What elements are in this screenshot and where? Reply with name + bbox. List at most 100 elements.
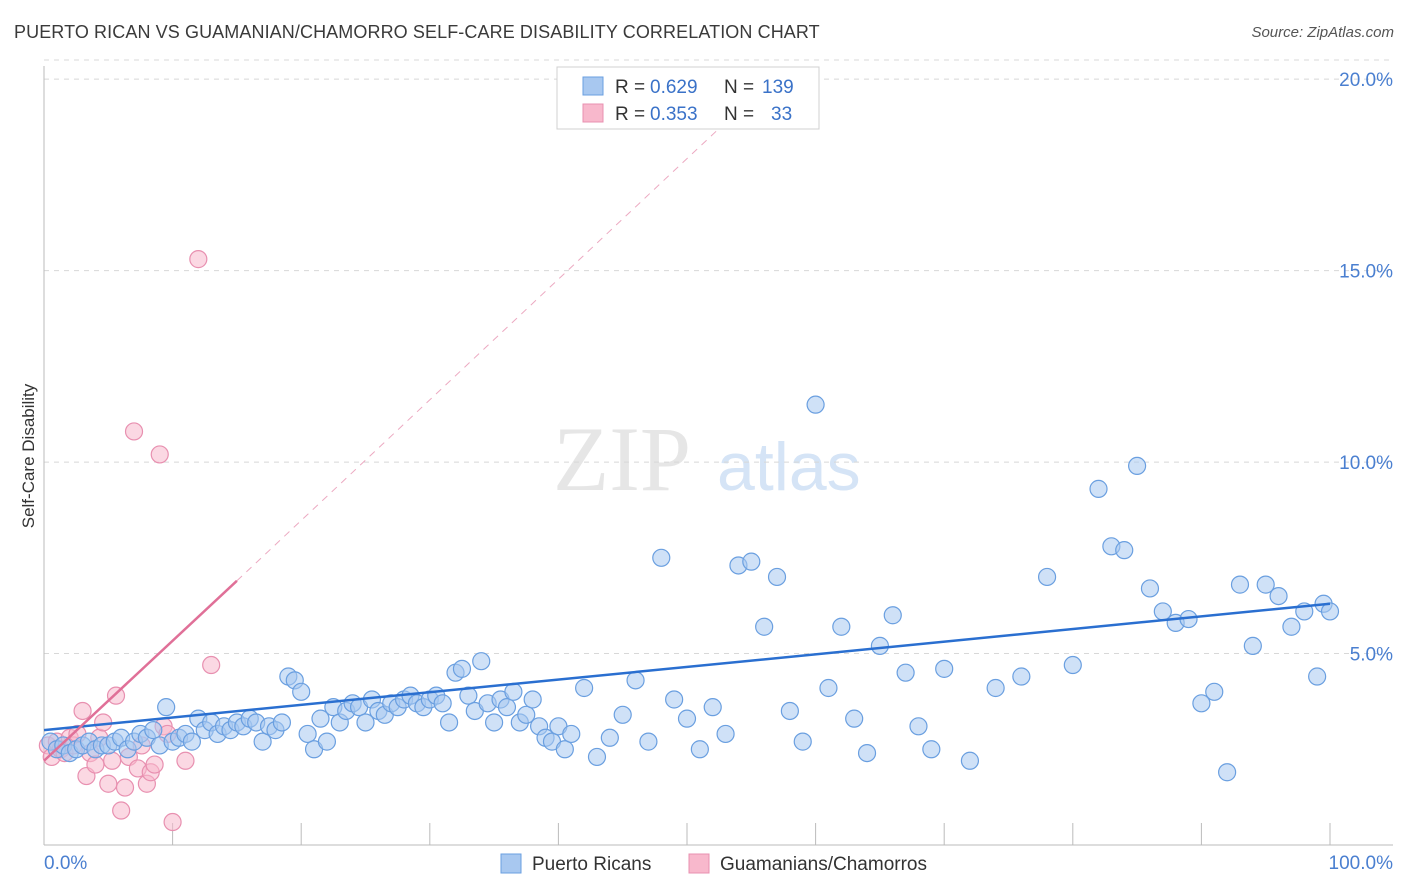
puerto-rican-points bbox=[41, 395, 1340, 782]
guamanian-point-16 bbox=[106, 686, 126, 705]
puerto-rican-point-135 bbox=[1320, 602, 1340, 621]
puerto-rican-point-64 bbox=[452, 659, 472, 678]
puerto-rican-point-39 bbox=[292, 682, 311, 701]
puerto-rican-point-81 bbox=[562, 724, 581, 744]
puerto-rican-point-118 bbox=[1115, 541, 1134, 560]
puerto-rican-point-80 bbox=[555, 740, 574, 759]
bottom-legend-guamanians: Guamanians/Chamorros bbox=[720, 854, 927, 875]
puerto-rican-point-96 bbox=[755, 617, 774, 636]
puerto-rican-point-102 bbox=[832, 617, 851, 636]
puerto-rican-point-74 bbox=[517, 705, 536, 724]
puerto-rican-point-120 bbox=[1140, 579, 1160, 598]
puerto-rican-point-18 bbox=[157, 698, 176, 717]
guamanian-point-13 bbox=[94, 713, 113, 732]
bottom-legend: Puerto Ricans Guamanians/Chamorros bbox=[500, 853, 927, 875]
puerto-rican-point-89 bbox=[665, 690, 684, 709]
puerto-rican-point-75 bbox=[523, 690, 542, 709]
puerto-rican-point-98 bbox=[780, 701, 799, 721]
puerto-rican-point-105 bbox=[870, 636, 890, 655]
puerto-rican-point-101 bbox=[819, 678, 838, 698]
guamanian-point-11 bbox=[86, 755, 105, 774]
legend-swatch-pink bbox=[582, 103, 604, 123]
puerto-rican-point-127 bbox=[1230, 575, 1250, 594]
puerto-rican-point-86 bbox=[626, 671, 645, 690]
puerto-rican-point-100 bbox=[806, 395, 825, 414]
puerto-rican-point-72 bbox=[504, 682, 523, 701]
puerto-rican-point-97 bbox=[767, 567, 787, 587]
legend-n-label-blue: N = bbox=[724, 77, 754, 98]
puerto-rican-point-133 bbox=[1308, 667, 1327, 686]
puerto-rican-point-106 bbox=[883, 606, 902, 625]
x-tick-label-max: 100.0% bbox=[1329, 853, 1394, 874]
legend-r-value-blue: 0.629 bbox=[650, 77, 698, 98]
guamanian-point-15 bbox=[103, 751, 122, 770]
puerto-rican-point-109 bbox=[922, 740, 941, 759]
legend: R = 0.629 N = 139 R = 0.353 N = 33 bbox=[556, 66, 820, 130]
guamanian-trend-line bbox=[43, 579, 238, 762]
trend-lines bbox=[43, 97, 1331, 762]
puerto-rican-point-125 bbox=[1205, 682, 1224, 701]
puerto-rican-point-84 bbox=[600, 728, 619, 747]
puerto-rican-point-36 bbox=[272, 713, 292, 732]
puerto-rican-point-40 bbox=[298, 724, 317, 744]
y-tick-label-5: 5.0% bbox=[1350, 645, 1393, 666]
puerto-rican-point-110 bbox=[935, 659, 954, 678]
legend-r-label-pink: R = bbox=[615, 104, 645, 125]
bottom-legend-swatch-blue bbox=[500, 853, 522, 874]
puerto-rican-point-90 bbox=[677, 709, 697, 728]
watermark-zip: ZIP bbox=[553, 408, 691, 510]
y-axis-label: Self-Care Disability bbox=[19, 383, 38, 528]
puerto-rican-point-91 bbox=[690, 740, 709, 759]
puerto-rican-point-43 bbox=[317, 732, 337, 751]
puerto-rican-point-107 bbox=[896, 663, 915, 682]
guamanian-point-17 bbox=[112, 801, 131, 820]
guamanian-point-26 bbox=[150, 445, 169, 464]
puerto-rican-point-124 bbox=[1192, 694, 1211, 713]
guamanian-point-29 bbox=[163, 812, 182, 832]
guamanian-trend-extension bbox=[236, 97, 752, 582]
puerto-rican-trend-line bbox=[43, 602, 1331, 732]
watermark-atlas: atlas bbox=[717, 429, 861, 505]
guamanian-point-20 bbox=[124, 422, 144, 441]
legend-n-label-pink: N = bbox=[724, 104, 754, 125]
puerto-rican-point-22 bbox=[182, 732, 201, 751]
puerto-rican-point-114 bbox=[1037, 567, 1057, 587]
puerto-rican-point-82 bbox=[575, 678, 594, 698]
puerto-rican-point-69 bbox=[485, 713, 504, 732]
legend-r-value-pink: 0.353 bbox=[650, 104, 698, 125]
puerto-rican-point-95 bbox=[742, 552, 761, 571]
puerto-rican-point-111 bbox=[960, 751, 980, 770]
guamanian-point-14 bbox=[99, 774, 118, 793]
y-tick-label-10: 10.0% bbox=[1339, 453, 1393, 474]
puerto-rican-point-113 bbox=[1012, 667, 1031, 686]
puerto-rican-point-67 bbox=[472, 652, 491, 671]
chart-title: PUERTO RICAN VS GUAMANIAN/CHAMORRO SELF-… bbox=[14, 22, 820, 42]
puerto-rican-point-130 bbox=[1269, 586, 1288, 606]
puerto-rican-point-88 bbox=[652, 548, 671, 567]
guamanian-point-30 bbox=[176, 751, 195, 770]
puerto-rican-point-112 bbox=[986, 678, 1005, 698]
puerto-rican-point-85 bbox=[613, 705, 632, 724]
puerto-rican-point-49 bbox=[356, 713, 375, 732]
puerto-rican-point-126 bbox=[1218, 763, 1237, 782]
legend-swatch-blue bbox=[582, 76, 604, 96]
puerto-rican-point-93 bbox=[716, 724, 735, 744]
y-tick-label-15: 15.0% bbox=[1339, 262, 1393, 283]
legend-r-label-blue: R = bbox=[615, 77, 645, 98]
puerto-rican-point-87 bbox=[639, 732, 658, 751]
puerto-rican-point-131 bbox=[1282, 617, 1301, 636]
bottom-legend-puerto-ricans: Puerto Ricans bbox=[532, 854, 651, 875]
bottom-legend-swatch-pink bbox=[688, 853, 710, 874]
puerto-rican-point-16 bbox=[144, 721, 163, 740]
legend-n-value-pink: 33 bbox=[771, 104, 792, 125]
gridlines bbox=[44, 59, 1393, 655]
guamanian-point-18 bbox=[115, 778, 135, 797]
y-tick-labels: 5.0% 10.0% 15.0% 20.0% bbox=[1339, 70, 1393, 665]
puerto-rican-point-62 bbox=[439, 713, 459, 732]
puerto-rican-point-103 bbox=[845, 709, 864, 728]
puerto-rican-point-116 bbox=[1089, 479, 1108, 498]
puerto-rican-point-128 bbox=[1243, 636, 1262, 655]
guamanian-point-31 bbox=[189, 250, 208, 269]
legend-n-value-blue: 139 bbox=[762, 77, 794, 98]
